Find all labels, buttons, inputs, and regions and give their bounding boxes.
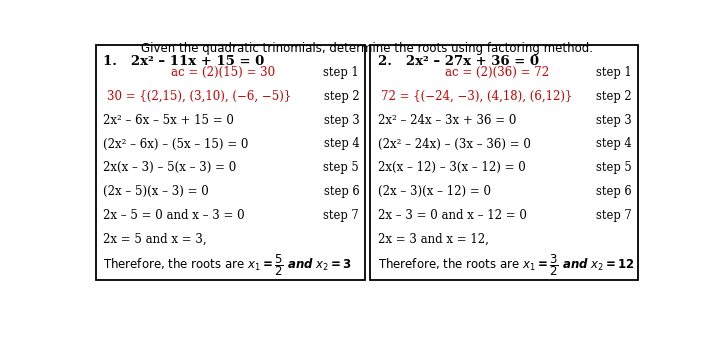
Text: (2x – 5)(x – 3) = 0: (2x – 5)(x – 3) = 0 — [103, 185, 209, 198]
Text: 2x(x – 3) – 5(x – 3) = 0: 2x(x – 3) – 5(x – 3) = 0 — [103, 162, 237, 174]
Text: step 2: step 2 — [596, 90, 632, 103]
Text: 2x – 5 = 0 and x – 3 = 0: 2x – 5 = 0 and x – 3 = 0 — [103, 209, 245, 222]
Text: (2x² – 24x) – (3x – 36) = 0: (2x² – 24x) – (3x – 36) = 0 — [378, 137, 531, 151]
Text: 30 = {(2,15), (3,10), (−6, −5)}: 30 = {(2,15), (3,10), (−6, −5)} — [107, 90, 291, 103]
Text: (2x² – 6x) – (5x – 15) = 0: (2x² – 6x) – (5x – 15) = 0 — [103, 137, 249, 151]
Text: ac = (2)(15) = 30: ac = (2)(15) = 30 — [171, 66, 276, 79]
Text: 2x² – 6x – 5x + 15 = 0: 2x² – 6x – 5x + 15 = 0 — [103, 114, 234, 126]
Text: step 3: step 3 — [596, 114, 632, 126]
Text: 2x = 5 and x = 3,: 2x = 5 and x = 3, — [103, 233, 207, 246]
Text: ac = (2)(36) = 72: ac = (2)(36) = 72 — [445, 66, 549, 79]
Text: 2x² – 24x – 3x + 36 = 0: 2x² – 24x – 3x + 36 = 0 — [378, 114, 516, 126]
FancyBboxPatch shape — [370, 45, 638, 279]
Text: Therefore, the roots are $\boldsymbol{x_1 = \dfrac{3}{2}}$ $\boldsymbol{and\ x_2: Therefore, the roots are $\boldsymbol{x_… — [378, 253, 634, 278]
Text: step 1: step 1 — [596, 66, 632, 79]
Text: step 5: step 5 — [324, 162, 359, 174]
Text: step 5: step 5 — [596, 162, 632, 174]
Text: 72 = {(−24, −3), (4,18), (6,12)}: 72 = {(−24, −3), (4,18), (6,12)} — [381, 90, 572, 103]
Text: 2x(x – 12) – 3(x – 12) = 0: 2x(x – 12) – 3(x – 12) = 0 — [378, 162, 526, 174]
Text: 2x = 3 and x = 12,: 2x = 3 and x = 12, — [378, 233, 489, 246]
FancyBboxPatch shape — [96, 45, 365, 279]
Text: Given the quadratic trinomials, determine the roots using factoring method.: Given the quadratic trinomials, determin… — [141, 42, 593, 55]
Text: (2x – 3)(x – 12) = 0: (2x – 3)(x – 12) = 0 — [378, 185, 490, 198]
Text: Therefore, the roots are $\boldsymbol{x_1 = \dfrac{5}{2}}$ $\boldsymbol{and\ x_2: Therefore, the roots are $\boldsymbol{x_… — [103, 253, 352, 278]
Text: step 6: step 6 — [324, 185, 359, 198]
Text: step 4: step 4 — [324, 137, 359, 151]
Text: 2.   2x² – 27x + 36 = 0: 2. 2x² – 27x + 36 = 0 — [378, 55, 539, 68]
Text: step 3: step 3 — [324, 114, 359, 126]
Text: step 6: step 6 — [596, 185, 632, 198]
Text: step 7: step 7 — [324, 209, 359, 222]
Text: step 4: step 4 — [596, 137, 632, 151]
Text: step 2: step 2 — [324, 90, 359, 103]
Text: 1.   2x² – 11x + 15 = 0: 1. 2x² – 11x + 15 = 0 — [103, 55, 265, 68]
Text: 2x – 3 = 0 and x – 12 = 0: 2x – 3 = 0 and x – 12 = 0 — [378, 209, 527, 222]
Text: step 1: step 1 — [324, 66, 359, 79]
Text: step 7: step 7 — [596, 209, 632, 222]
